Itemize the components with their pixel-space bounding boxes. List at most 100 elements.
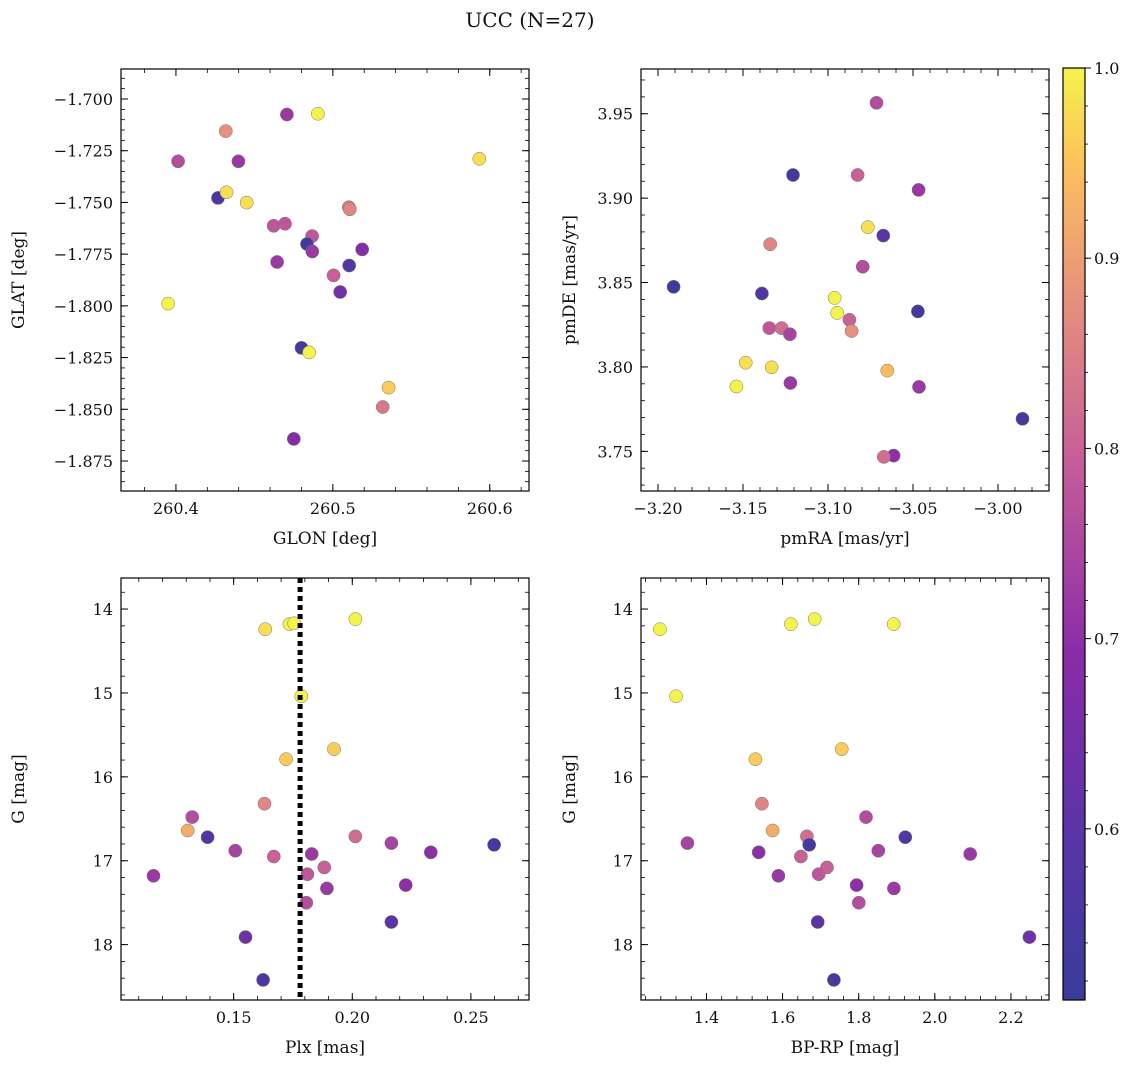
data-point <box>869 95 884 110</box>
data-point <box>783 376 798 390</box>
x-tick-label: 2.0 <box>922 1008 947 1027</box>
colorbar-gradient <box>1062 67 1086 1001</box>
y-tick-label: 17 <box>613 852 633 871</box>
data-point <box>755 796 769 811</box>
axes-frame <box>120 68 530 492</box>
y-axis-label: pmDE [mas/yr] <box>560 215 580 345</box>
y-tick-label: 3.95 <box>597 105 633 124</box>
y-axis-label: GLAT [deg] <box>9 231 29 329</box>
data-point <box>146 868 161 883</box>
x-tick-label: 260.5 <box>310 499 356 518</box>
data-point <box>666 279 681 294</box>
y-tick-label: 18 <box>613 936 633 955</box>
y-axis-label: G [mag] <box>9 754 29 823</box>
y-tick-label: 17 <box>93 852 113 871</box>
data-point <box>171 154 185 169</box>
x-tick-label: 1.8 <box>846 1008 871 1027</box>
x-tick-label: −3.15 <box>718 499 767 518</box>
data-point <box>827 973 841 987</box>
data-point <box>280 107 294 122</box>
data-point <box>327 742 341 756</box>
data-point <box>876 228 891 243</box>
y-tick-label: −1.775 <box>54 245 113 264</box>
data-point <box>1022 930 1037 944</box>
data-point <box>348 612 363 626</box>
data-point <box>180 823 195 838</box>
data-point <box>219 185 234 200</box>
data-point <box>887 881 901 896</box>
data-point <box>871 843 886 858</box>
data-point <box>811 867 826 882</box>
data-point <box>278 216 292 231</box>
data-point <box>342 202 357 217</box>
y-tick-label: 3.85 <box>597 274 633 293</box>
data-point <box>302 345 317 360</box>
data-point <box>257 796 272 811</box>
y-tick-label: 3.75 <box>597 442 633 461</box>
data-point <box>311 106 325 121</box>
x-tick-label: −3.20 <box>633 499 682 518</box>
data-point <box>830 306 845 320</box>
data-point <box>783 327 797 342</box>
data-point <box>784 617 798 631</box>
data-point <box>423 845 438 860</box>
data-point <box>256 973 270 987</box>
data-point <box>911 183 926 197</box>
panel-4: 1.4 1.6 1.8 2.0 2.2 14 15 16 17 18 BP-RP [mag] G [m… <box>560 577 1050 1058</box>
data-point <box>384 915 399 929</box>
data-point <box>398 878 413 892</box>
y-tick-label: 18 <box>93 936 113 955</box>
data-point <box>762 321 777 335</box>
data-point <box>320 881 334 896</box>
data-point <box>855 259 870 274</box>
y-tick-label: −1.850 <box>54 400 113 419</box>
data-point <box>850 168 865 182</box>
data-point <box>880 363 895 378</box>
panel-3: 0.15 0.20 0.25 14 15 16 17 18 Plx [mas] G [mag] <box>9 577 530 1058</box>
y-tick-label: −1.875 <box>54 452 113 471</box>
x-axis-label: GLON [deg] <box>273 529 377 549</box>
y-tick-label: −1.800 <box>54 297 113 316</box>
data-point <box>807 612 822 626</box>
y-tick-label: 3.90 <box>597 189 633 208</box>
x-axis-label: pmRA [mas/yr] <box>780 529 909 549</box>
data-point <box>786 168 800 182</box>
data-point <box>218 124 233 138</box>
data-point <box>771 868 786 883</box>
data-point <box>300 867 315 882</box>
data-point <box>355 242 370 257</box>
data-point <box>239 195 254 210</box>
data-point <box>348 829 363 844</box>
axes-frame <box>120 577 530 1001</box>
data-point <box>886 617 901 631</box>
data-point <box>228 843 243 858</box>
y-tick-label: −1.700 <box>54 90 113 109</box>
y-tick-label: 16 <box>93 768 113 787</box>
x-tick-label: 0.15 <box>216 1008 252 1027</box>
y-tick-label: 16 <box>613 768 633 787</box>
data-point <box>200 830 215 845</box>
data-point <box>827 291 842 305</box>
x-tick-label: −3.00 <box>973 499 1022 518</box>
plot-panels: 260.4 260.5 260.6 −1.700 −1.725 −1.750 −1.775 −… <box>9 68 1050 1058</box>
x-tick-label: 0.20 <box>334 1008 370 1027</box>
axes-frame <box>640 68 1050 492</box>
scatter-points <box>666 95 1030 464</box>
data-point <box>851 895 866 910</box>
colorbar-tick-label: 0.7 <box>1094 630 1119 649</box>
y-tick-label: −1.825 <box>54 349 113 368</box>
data-point <box>381 380 396 395</box>
data-point <box>669 689 683 704</box>
x-axis-label: Plx [mas] <box>285 1038 365 1058</box>
x-tick-label: 1.6 <box>770 1008 795 1027</box>
data-point <box>305 244 320 259</box>
figure-title: UCC (N=27) <box>465 8 594 32</box>
data-point <box>842 312 857 327</box>
data-point <box>912 380 926 394</box>
y-tick-label: 15 <box>93 684 113 703</box>
x-tick-label: 0.25 <box>453 1008 489 1027</box>
x-axis-label: BP-RP [mag] <box>791 1038 900 1058</box>
x-tick-label: 2.2 <box>998 1008 1023 1027</box>
data-point <box>266 849 281 864</box>
